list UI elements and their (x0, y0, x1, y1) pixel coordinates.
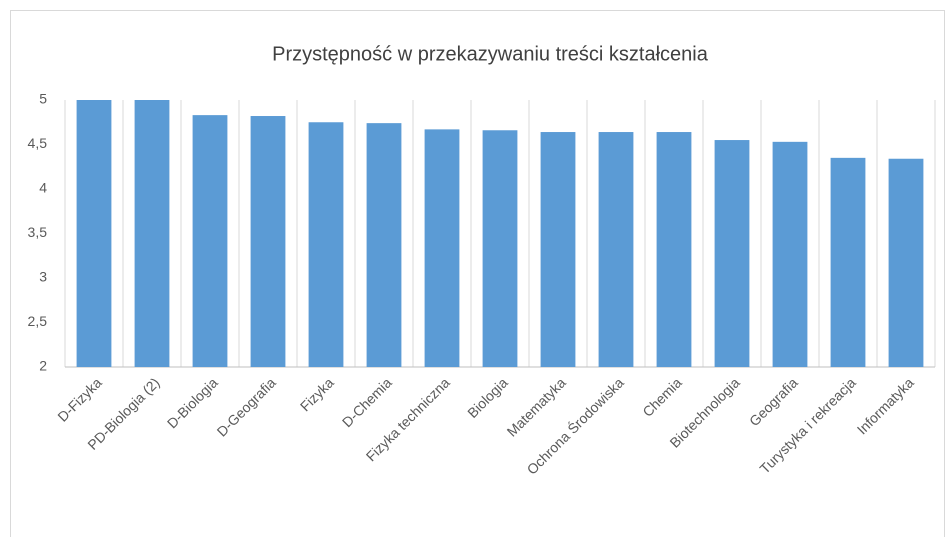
y-tick-label: 4 (39, 180, 47, 196)
bar (250, 116, 286, 368)
y-tick-label: 2 (39, 358, 47, 374)
bar (192, 115, 228, 367)
chart-title: Przystępność w przekazywaniu treści kszt… (272, 43, 709, 65)
bar (830, 157, 866, 367)
bar (772, 141, 808, 367)
bar (76, 100, 112, 367)
bar (366, 123, 402, 367)
bar (656, 132, 692, 367)
y-tick-label: 3,5 (28, 224, 48, 240)
y-tick-label: 3 (39, 269, 47, 285)
y-tick-label: 4,5 (28, 135, 48, 151)
bar (598, 132, 634, 367)
bar (714, 140, 750, 367)
bar (540, 132, 576, 367)
bar (424, 129, 460, 367)
y-tick-label: 5 (39, 91, 47, 107)
bar (888, 158, 924, 367)
bar (134, 100, 170, 367)
y-tick-label: 2,5 (28, 313, 48, 329)
bar (482, 130, 518, 367)
bar (308, 122, 344, 367)
